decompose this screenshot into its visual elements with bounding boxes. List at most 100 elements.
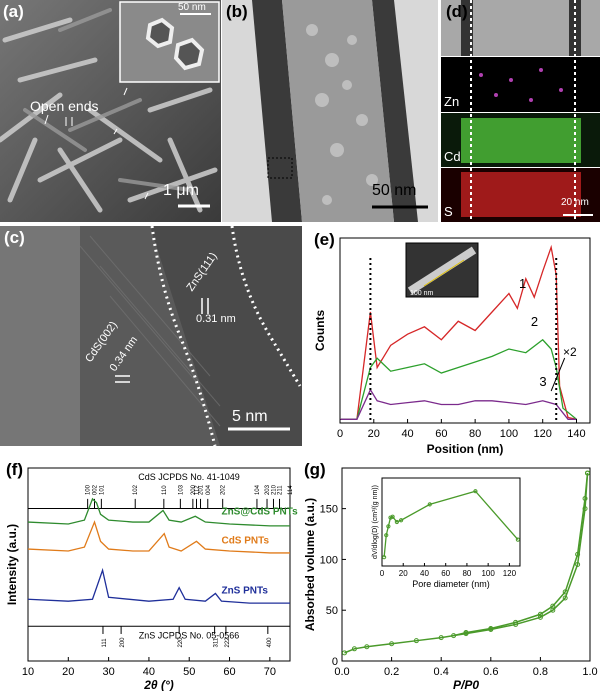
x-tick-label: 40 [401,428,413,440]
y-tick-label: 100 [320,554,338,566]
zns-spacing-label: 0.31 nm [196,313,236,325]
zn-map-label: Zn [444,94,460,109]
panel-label-c: (c) [4,228,25,247]
inset-x-tick-label: 0 [380,569,385,578]
isotherm-point [341,650,347,656]
panel-a-sem-image: (a) 50 nm Open ends 1 μm [0,0,221,222]
y-tick-label: 50 [326,605,338,617]
isotherm-point [582,495,588,501]
pore-size-line [383,490,519,558]
inset-scale-label: 50 nm [178,2,206,13]
isotherm-line-desorption [453,473,589,637]
isotherm-point [364,644,370,650]
x-tick-label: 20 [62,666,74,678]
panel-e-line-profile: 0 20 40 60 80 100 120 140 Position (nm) Counts 100… [306,226,600,466]
plot-frame [27,467,291,662]
x-tick-label: 0.8 [533,666,548,678]
x-tick-label: 20 [368,428,380,440]
x-axis-label: 2θ (°) [143,678,174,691]
isotherm-point [537,614,543,620]
isotherm-point [389,641,395,647]
s-map-label: S [444,204,453,219]
pore-size-point [382,555,387,560]
cds-peak-label: 112 [194,485,200,495]
zns-peak-label: 222 [225,637,231,648]
isotherm-point [438,635,444,641]
xrd-series-line [27,497,290,527]
inset-x-tick-label: 100 [481,569,495,578]
pore-size-point [384,533,389,538]
isotherm-point [550,603,556,609]
sem-image-graphic [0,0,221,222]
cds-peak-label: 211 [278,485,284,495]
panel-d-eds-maps: (d) Zn Cd S 20 nm [441,0,600,222]
xrd-series-line [27,567,290,604]
isotherm-point [451,633,457,639]
cds-peak-label: 103 [178,484,184,495]
panel-c-hrtem-image: (c) CdS(002) 0.34 nm ZnS(111) 0.31 nm 5 … [0,226,302,446]
isotherm-point [562,589,568,595]
x-tick-label: 70 [264,666,276,678]
pore-size-point [399,518,404,523]
isotherm-point [585,470,591,476]
multiplier-arrow [550,357,566,392]
isotherm-point [537,611,543,617]
panel-g-bet: 0.0 0.2 0.4 0.6 0.8 1.0 0 50 100 150 P/P0 Absorbed … [300,458,600,691]
inset-x-tick-label: 60 [441,569,450,578]
y-axis-label: Absorbed volume (a.u.) [303,498,317,631]
xrd-series-line [27,520,290,554]
x-tick-label: 40 [143,666,155,678]
isotherm-point [488,625,494,631]
scale-bar-label-d: 20 nm [561,197,589,208]
cds-peak-label: 101 [99,484,105,495]
panel-label-d: (d) [446,2,468,21]
y-tick-label: 150 [320,504,338,516]
cds-peak-label: 202 [221,484,227,495]
panel-label-b: (b) [226,2,248,21]
pore-size-point [515,537,520,542]
x-tick-label: 10 [22,666,34,678]
series-label-cds: CdS PNTs [221,535,269,546]
inset-x-tick-label: 120 [503,569,517,578]
series-line-3 [340,388,577,420]
curve-label-2: 2 [531,314,538,329]
curve-label-3: 3 [539,374,546,389]
tem-image-graphic [222,0,438,222]
pore-size-point [388,515,393,520]
cds-peak-label: 203 [265,484,271,495]
inset-x-tick-label: 80 [462,569,471,578]
x-tick-label: 60 [435,428,447,440]
series-line-2 [340,338,577,420]
scale-bar-label-b: 50 nm [372,182,417,199]
inset-scan-line [423,259,465,287]
panel-label-a: (a) [3,2,24,21]
panel-b-tem-image: (b) 50 nm [222,0,438,222]
inset-x-tick-label: 40 [420,569,429,578]
isotherm-point [575,562,581,567]
zns-peak-label: 311 [214,637,220,647]
cds-peak-label: 210 [271,484,277,495]
eds-maps-graphic [441,0,600,222]
zns-peak-label: 400 [267,637,273,648]
line-profile-chart: 0 20 40 60 80 100 120 140 Position (nm) Counts 100… [313,237,591,456]
inset-scale-label: 100 nm [410,290,434,297]
cds-peak-label: 100 [86,484,92,495]
x-tick-label: 0.2 [384,666,399,678]
x-tick-label: 140 [567,428,585,440]
isotherm-point [575,551,581,557]
cds-peak-label: 110 [162,485,168,495]
pore-size-point [394,519,399,525]
scale-bar-label: 1 μm [163,182,199,199]
multiplier-label: ×2 [563,345,577,359]
cds-peak-label: 002 [93,484,99,495]
zns-peak-label: 220 [178,637,184,648]
x-tick-label: 1.0 [582,666,597,678]
scale-bar-label-c: 5 nm [232,408,268,425]
zns-peak-label: 200 [120,637,126,648]
inset-frame [381,477,521,567]
cds-reference-label: CdS JCPDS No. 41-1049 [138,472,240,482]
series-label-zns-cds: ZnS@CdS PNTs [221,506,298,517]
cds-peak-label: 004 [206,484,212,495]
cd-map-label: Cd [444,149,461,164]
panel-f-xrd: CdS JCPDS No. 41-1049 ZnS JCPDS No. 05-05… [0,458,300,691]
